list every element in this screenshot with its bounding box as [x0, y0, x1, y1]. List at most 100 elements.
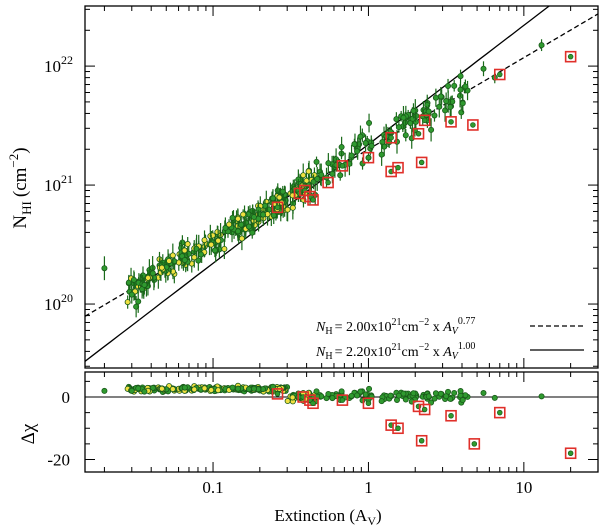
residual-point: [215, 387, 222, 394]
residual-point: [250, 385, 257, 392]
outlier-residual: [362, 397, 375, 410]
residual-point: [480, 390, 487, 397]
outlier-point: [336, 160, 349, 172]
residual-point: [245, 386, 252, 393]
y-tick-label: 0: [62, 388, 71, 407]
data-point: [197, 248, 204, 260]
outlier-residual: [468, 438, 481, 450]
data-point: [245, 221, 252, 233]
outlier-residual: [385, 419, 397, 431]
data-point: [447, 97, 454, 117]
data-point: [279, 185, 286, 198]
data-point: [255, 209, 262, 228]
residual-point: [357, 388, 364, 395]
data-point: [480, 61, 487, 77]
residual-point: [235, 385, 242, 392]
y-tick-label: -20: [47, 451, 70, 470]
data-point: [145, 270, 152, 286]
outlier-point: [271, 201, 284, 214]
residual-point: [313, 388, 320, 395]
outlier-residual: [415, 434, 428, 447]
data-point: [235, 221, 242, 242]
residual-point: [432, 390, 439, 397]
residual-point: [284, 398, 291, 405]
legend: NH = 2.00x1021cm−2 x AV0.77 NH = 2.20x1021…: [315, 316, 584, 362]
data-point: [222, 217, 229, 239]
data-point: [432, 88, 439, 107]
data-point: [357, 125, 364, 148]
outlier-point: [362, 151, 375, 164]
data-point: [428, 118, 435, 142]
residual-point: [229, 384, 236, 391]
residual-point: [201, 385, 208, 392]
data-point: [238, 226, 245, 251]
outlier-residual: [307, 397, 319, 410]
svg-text:Δχ: Δχ: [18, 423, 39, 444]
data-point: [354, 144, 361, 158]
data-point: [400, 105, 407, 130]
data-point: [158, 261, 165, 274]
outlier-point: [385, 165, 397, 178]
residual-point: [366, 385, 373, 392]
residual-point: [158, 385, 165, 392]
outlier-point: [412, 127, 425, 140]
residual-point: [425, 393, 432, 400]
data-point: [325, 153, 332, 174]
data-point: [181, 253, 188, 267]
data-point: [201, 230, 208, 250]
data-point: [314, 167, 321, 191]
residual-point: [329, 395, 336, 402]
x-tick-label: 10: [515, 478, 532, 497]
data-point: [359, 157, 366, 170]
svg-text:NHI(cm−2): NHI(cm−2): [6, 147, 34, 228]
outlier-residual: [336, 394, 349, 406]
data-point: [348, 144, 355, 167]
data-point: [141, 277, 148, 293]
data-point: [368, 138, 375, 154]
data-point: [431, 109, 438, 122]
top-plot-frame: [84, 5, 599, 369]
data-point: [208, 234, 215, 255]
outlier-point: [385, 131, 397, 144]
data-point: [261, 198, 268, 213]
data-point: [305, 163, 312, 180]
outlier-point: [418, 114, 431, 127]
data-point: [191, 247, 198, 268]
data-point: [300, 163, 307, 187]
residual-point: [135, 385, 142, 392]
outlier-point: [467, 119, 479, 131]
residual-point: [354, 392, 361, 399]
residual-point: [457, 388, 464, 395]
residual-point: [447, 395, 454, 402]
data-point: [538, 39, 545, 52]
data-point: [128, 285, 135, 304]
bottom-plot-frame: [84, 371, 599, 473]
residual-point: [443, 393, 450, 400]
residual-point: [289, 394, 296, 401]
residual-point: [208, 387, 215, 394]
fit-line-solid: [85, 6, 551, 362]
outlier-point: [307, 194, 319, 206]
outlier-point: [564, 50, 577, 63]
x-tick-label: 0.1: [202, 478, 223, 497]
outlier-point: [445, 116, 457, 128]
outlier-point: [415, 156, 428, 169]
residual-point: [387, 392, 394, 399]
data-point: [229, 211, 236, 225]
residual-point: [101, 387, 108, 394]
data-point: [402, 129, 409, 142]
data-point: [351, 138, 358, 150]
residual-point: [402, 396, 409, 403]
outlier-residual: [392, 422, 404, 435]
data-point: [270, 206, 277, 225]
data-point: [169, 243, 176, 268]
data-point: [366, 113, 373, 133]
outlier-residual: [271, 388, 284, 400]
data-point: [130, 270, 137, 290]
bottom-panel: 0.1 1 10 0 -20: [47, 371, 599, 497]
data-point: [175, 254, 182, 271]
x-axis-label: Extinction (AV): [274, 506, 381, 528]
residual-point: [141, 388, 148, 395]
outlier-point: [392, 161, 404, 174]
